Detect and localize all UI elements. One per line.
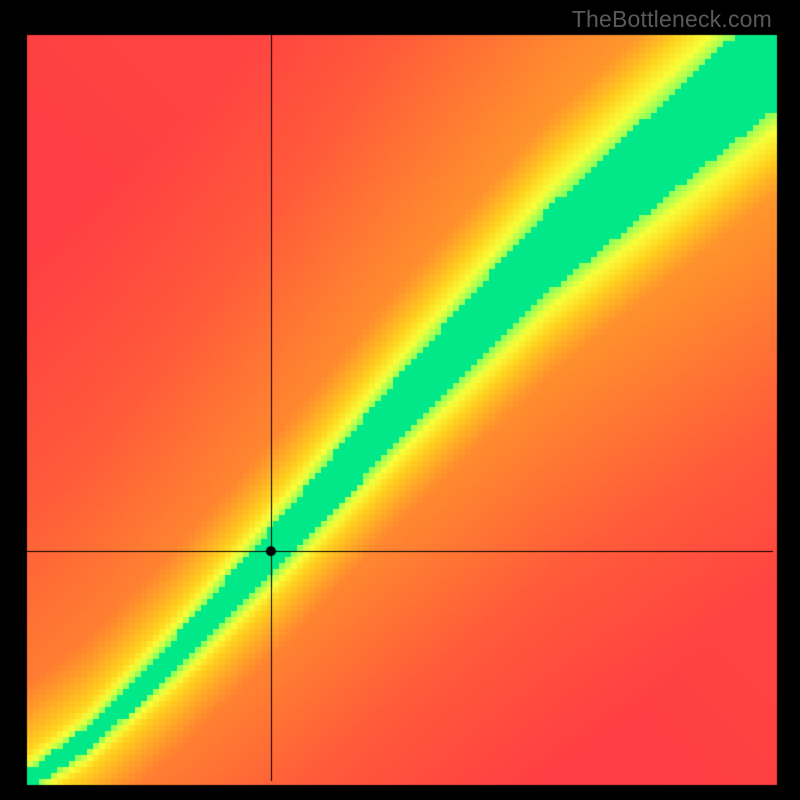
chart-container: TheBottleneck.com <box>0 0 800 800</box>
watermark-text: TheBottleneck.com <box>572 6 772 33</box>
heatmap-canvas <box>0 0 800 800</box>
